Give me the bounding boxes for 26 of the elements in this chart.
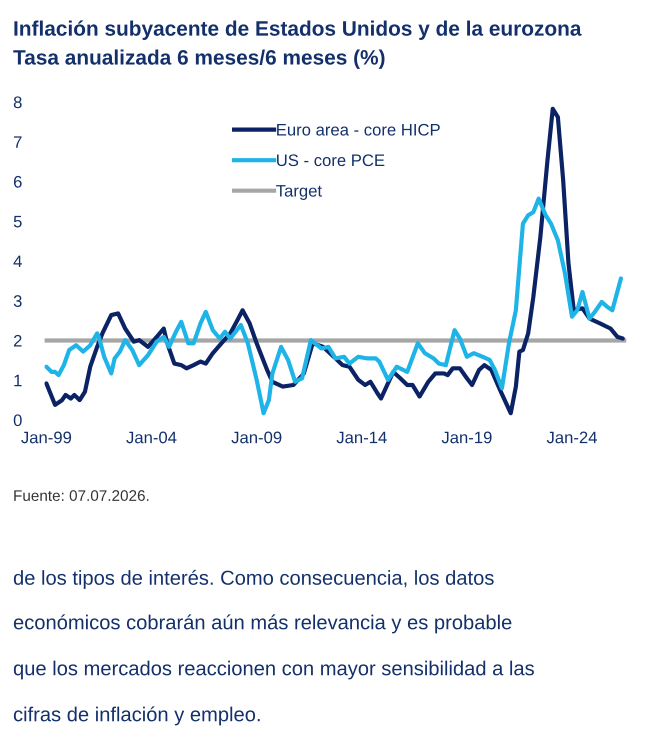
y-tick-label: 5: [14, 216, 22, 228]
chart-title: Inflación subyacente de Estados Unidos y de la eurozona: [14, 20, 582, 40]
source-note: Fuente: 07.07.2026.: [14, 490, 148, 501]
text: cifras de inflación y empleo.: [14, 706, 260, 726]
x-tick-label: Jan-09: [231, 432, 282, 444]
line-series: [44, 106, 625, 416]
y-tick-label: 2: [14, 334, 22, 347]
text: de los tipos de interés. Como consecuencia, los datos: [14, 570, 494, 589]
legend-label: US - core PCE: [277, 154, 384, 166]
y-tick-label: 1: [14, 374, 22, 386]
text: económicos cobrarán aún más relevancia y es probable: [14, 614, 512, 634]
legend-label: Target: [276, 185, 322, 200]
x-tick-label: Jan-19: [442, 432, 492, 444]
y-tick-label: 4: [13, 256, 22, 268]
text: que los mercados reaccionen con mayor sensibilidad a las: [14, 660, 534, 680]
y-tick-label: 7: [14, 136, 22, 148]
x-tick-label: Jan-99: [21, 432, 72, 444]
legend-label: Euro area - core HICP: [277, 124, 440, 136]
y-tick-label: 8: [14, 96, 22, 108]
x-tick-label: Jan-24: [546, 432, 597, 444]
y-tick-label: 3: [14, 295, 22, 307]
y-tick-label: 0: [14, 414, 22, 426]
x-tick-label: Jan-14: [336, 432, 387, 444]
chart-subtitle: Tasa anualizada 6 meses/6 meses (%): [13, 49, 384, 69]
x-tick-label: Jan-04: [126, 432, 176, 444]
y-tick-label: 6: [14, 176, 22, 188]
